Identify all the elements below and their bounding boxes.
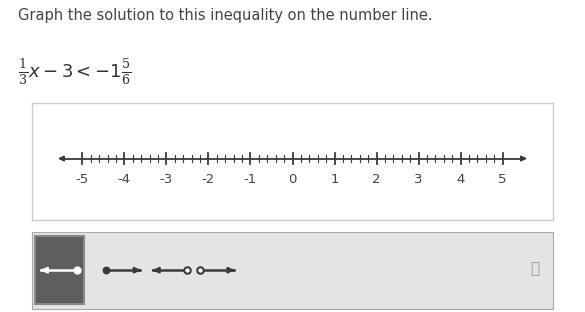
Text: 2: 2 (372, 173, 381, 186)
Text: -4: -4 (118, 173, 131, 186)
Text: -2: -2 (202, 173, 215, 186)
Text: Graph the solution to this inequality on the number line.: Graph the solution to this inequality on… (18, 8, 432, 23)
Text: 3: 3 (414, 173, 423, 186)
Text: 0: 0 (288, 173, 297, 186)
Text: 1: 1 (331, 173, 339, 186)
Text: -3: -3 (160, 173, 173, 186)
Text: $\mathregular{\frac{1}{3}}x - 3 < -1\mathregular{\frac{5}{6}}$: $\mathregular{\frac{1}{3}}x - 3 < -1\mat… (18, 58, 130, 87)
Text: -1: -1 (244, 173, 257, 186)
FancyBboxPatch shape (35, 236, 84, 304)
Text: 🗑: 🗑 (530, 261, 539, 276)
Text: 4: 4 (456, 173, 464, 186)
Text: 5: 5 (498, 173, 507, 186)
Text: -5: -5 (76, 173, 89, 186)
